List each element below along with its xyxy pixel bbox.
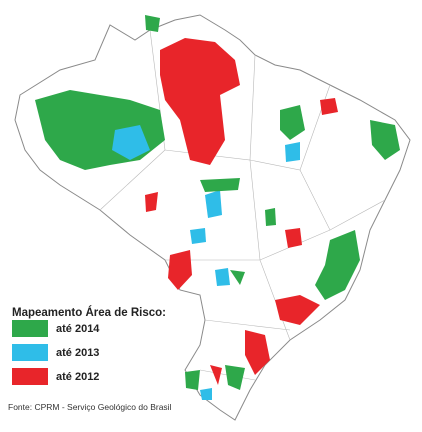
risk-area <box>285 228 302 248</box>
risk-area <box>145 15 160 32</box>
legend-swatch <box>12 320 48 337</box>
source: Fonte: CPRM - Serviço Geológico do Brasi… <box>8 402 172 412</box>
legend-label: até 2013 <box>56 347 99 359</box>
risk-area <box>320 98 338 115</box>
risk-area <box>315 230 360 300</box>
risk-area <box>200 178 240 192</box>
risk-area <box>210 365 222 385</box>
risk-area <box>145 192 158 212</box>
state-borders <box>99 29 386 381</box>
risk-area <box>205 190 222 218</box>
risk-area <box>168 250 192 290</box>
risk-area <box>265 208 276 226</box>
legend-swatch <box>12 368 48 385</box>
risk-area <box>245 330 270 375</box>
risk-area <box>230 270 245 285</box>
risk-area <box>275 295 320 325</box>
legend-title: Mapeamento Área de Risco: <box>12 306 166 319</box>
risk-area <box>215 268 230 286</box>
risk-area <box>190 228 206 244</box>
legend-label: até 2012 <box>56 371 99 383</box>
risk-area <box>200 388 212 400</box>
risk-area <box>160 38 240 165</box>
legend-label: até 2014 <box>56 323 100 335</box>
risk-area <box>285 142 300 162</box>
risk-area <box>280 105 305 140</box>
risk-areas <box>35 15 400 400</box>
risk-area <box>112 125 150 160</box>
legend: até 2014 até 2013 até 2012 <box>12 320 100 385</box>
risk-area <box>225 365 245 390</box>
legend-swatch <box>12 344 48 361</box>
risk-area <box>370 120 400 160</box>
risk-area <box>185 370 200 390</box>
